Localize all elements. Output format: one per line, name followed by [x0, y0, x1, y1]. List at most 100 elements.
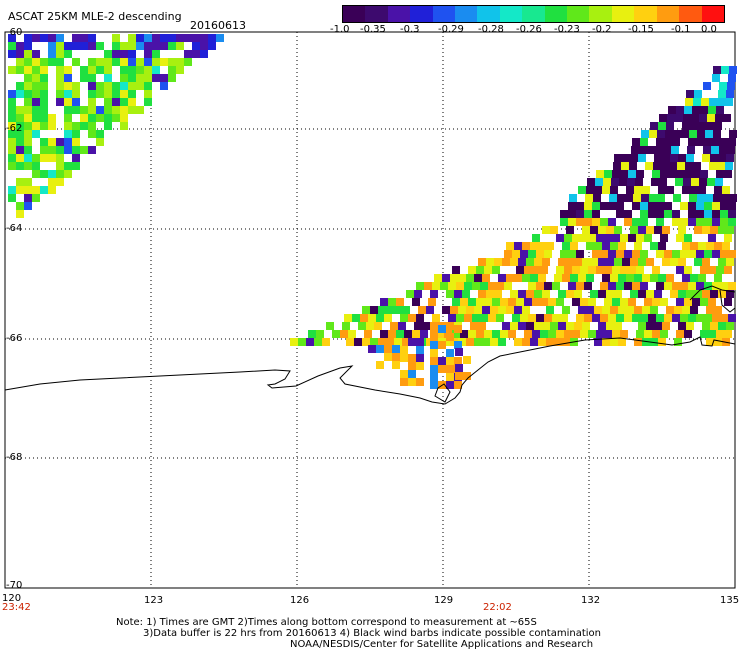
- data-pixel: [446, 290, 454, 298]
- data-pixel: [657, 130, 665, 138]
- data-pixel: [697, 130, 705, 138]
- data-pixel: [392, 345, 400, 353]
- data-pixel: [682, 242, 690, 250]
- data-pixel: [455, 372, 463, 380]
- data-pixel: [572, 234, 580, 242]
- data-pixel: [710, 226, 718, 234]
- data-pixel: [474, 306, 482, 314]
- data-pixel: [569, 194, 577, 202]
- data-pixel: [558, 258, 566, 266]
- data-pixel: [664, 314, 672, 322]
- data-pixel: [580, 266, 588, 274]
- data-pixel: [658, 242, 666, 250]
- data-pixel: [452, 298, 460, 306]
- data-pixel: [400, 314, 408, 322]
- data-pixel: [728, 202, 736, 210]
- data-pixel: [128, 42, 136, 50]
- data-pixel: [602, 338, 610, 346]
- footnote-line1: Note: 1) Times are GMT 2)Times along bot…: [116, 617, 537, 628]
- data-pixel: [726, 290, 734, 298]
- data-pixel: [364, 330, 372, 338]
- data-pixel: [400, 378, 408, 386]
- data-pixel: [652, 298, 660, 306]
- data-pixel: [685, 98, 693, 106]
- data-pixel: [176, 42, 184, 50]
- data-pixel: [702, 154, 710, 162]
- data-pixel: [662, 322, 670, 330]
- data-pixel: [568, 210, 576, 218]
- data-pixel: [24, 178, 32, 186]
- data-pixel: [532, 234, 540, 242]
- data-pixel: [614, 226, 622, 234]
- data-pixel: [647, 146, 655, 154]
- data-pixel: [725, 162, 733, 170]
- data-pixel: [40, 154, 48, 162]
- data-pixel: [704, 218, 712, 226]
- data-pixel: [88, 66, 96, 74]
- data-pixel: [580, 330, 588, 338]
- data-pixel: [32, 66, 40, 74]
- data-pixel: [32, 154, 40, 162]
- data-pixel: [612, 330, 620, 338]
- data-pixel: [508, 330, 516, 338]
- data-pixel: [576, 314, 584, 322]
- data-pixel: [728, 282, 736, 290]
- data-pixel: [506, 306, 514, 314]
- data-pixel: [554, 338, 562, 346]
- data-pixel: [668, 170, 676, 178]
- data-pixel: [689, 194, 697, 202]
- data-pixel: [566, 290, 574, 298]
- data-pixel: [708, 106, 716, 114]
- data-pixel: [40, 90, 48, 98]
- data-pixel: [648, 210, 656, 218]
- data-pixel: [632, 138, 640, 146]
- data-pixel: [56, 74, 64, 82]
- data-pixel: [640, 202, 648, 210]
- data-pixel: [424, 282, 432, 290]
- data-pixel: [176, 34, 184, 42]
- data-pixel: [675, 178, 683, 186]
- data-pixel: [24, 194, 32, 202]
- data-pixel: [556, 266, 564, 274]
- data-pixel: [406, 290, 414, 298]
- data-pixel: [332, 330, 340, 338]
- data-pixel: [402, 306, 410, 314]
- data-pixel: [712, 202, 720, 210]
- data-pixel: [152, 34, 160, 42]
- data-pixel: [716, 330, 724, 338]
- data-pixel: [694, 258, 702, 266]
- data-pixel: [40, 106, 48, 114]
- data-pixel: [696, 218, 704, 226]
- data-pixel: [24, 82, 32, 90]
- data-pixel: [436, 330, 444, 338]
- data-pixel: [192, 34, 200, 42]
- data-pixel: [718, 290, 726, 298]
- data-pixel: [584, 282, 592, 290]
- data-pixel: [726, 322, 734, 330]
- data-pixel: [724, 298, 732, 306]
- data-pixel: [32, 90, 40, 98]
- data-pixel: [522, 242, 530, 250]
- data-pixel: [628, 266, 636, 274]
- data-pixel: [462, 290, 470, 298]
- data-pixel: [713, 130, 721, 138]
- data-pixel: [688, 250, 696, 258]
- data-pixel: [468, 330, 476, 338]
- data-pixel: [376, 314, 384, 322]
- data-pixel: [692, 298, 700, 306]
- data-pixel: [690, 274, 698, 282]
- data-pixel: [184, 50, 192, 58]
- data-pixel: [8, 66, 16, 74]
- data-pixel: [560, 210, 568, 218]
- data-pixel: [626, 274, 634, 282]
- data-pixel: [32, 82, 40, 90]
- colorbar: [342, 5, 725, 23]
- data-pixel: [638, 226, 646, 234]
- data-pixel: [570, 274, 578, 282]
- data-pixel: [64, 114, 72, 122]
- data-pixel: [619, 178, 627, 186]
- data-pixel: [176, 66, 184, 74]
- data-pixel: [696, 314, 704, 322]
- data-pixel: [629, 162, 637, 170]
- data-pixel: [633, 194, 641, 202]
